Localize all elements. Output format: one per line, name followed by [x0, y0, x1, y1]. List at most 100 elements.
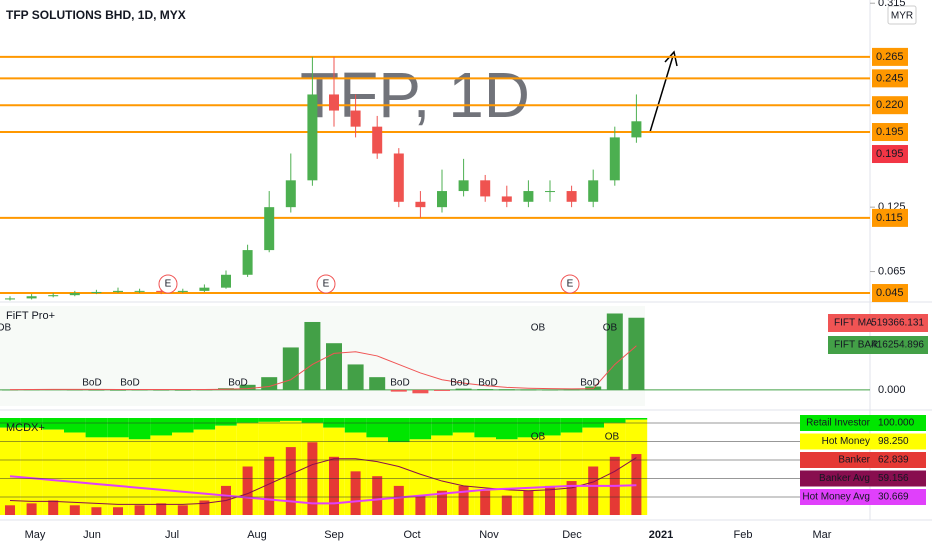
legend-value: 59.156: [878, 473, 909, 484]
legend-name: FIFT BAR: [834, 340, 878, 351]
level-tag: [872, 69, 908, 88]
currency: MYR: [891, 11, 913, 22]
hot-money-fill: [172, 432, 194, 515]
y-tick-label: 0.315: [878, 0, 906, 9]
indicator-name: FiFT Pro+: [6, 310, 55, 322]
hot-money-fill: [42, 429, 64, 515]
banker-bar: [134, 505, 145, 515]
retail-fill: [366, 418, 388, 438]
candle-body: [156, 290, 167, 292]
banker-bar: [285, 447, 296, 515]
retail-fill: [128, 418, 151, 440]
legend-value: 519366.131: [871, 318, 924, 329]
banker-bar: [264, 456, 275, 515]
candle-body: [113, 290, 123, 292]
retail-fill: [85, 418, 108, 438]
level-label: 0.265: [876, 51, 904, 63]
x-tick-label: Aug: [247, 529, 267, 541]
bod-label: BoD: [478, 378, 497, 389]
last-price-tag: [872, 145, 908, 164]
legend-value: 100.000: [878, 418, 915, 429]
legend-value: 30.669: [878, 492, 909, 503]
x-tick-label: Feb: [734, 529, 753, 541]
banker-bar: [501, 495, 512, 515]
hot-money-fill: [128, 439, 151, 515]
hot-money-fill: [474, 437, 496, 515]
banker-bar: [350, 471, 361, 515]
hot-money-fill: [0, 427, 21, 515]
currency-box[interactable]: [887, 5, 917, 25]
banker-bar: [329, 456, 339, 515]
candle-body: [285, 180, 296, 208]
legend-value: 98.250: [878, 436, 909, 447]
banker-bar: [631, 454, 642, 515]
candle-body: [437, 191, 447, 208]
retail-fill: [64, 418, 86, 433]
banker-bar: [26, 503, 37, 515]
ob-label: OB: [531, 323, 546, 334]
bod-label: BoD: [82, 378, 101, 389]
fift-bar: [2, 389, 18, 391]
candle-body: [264, 207, 275, 251]
banker-bar: [177, 505, 188, 515]
banker-bar: [113, 507, 123, 515]
legend-name: Retail Investor: [806, 418, 871, 429]
banker-avg-line: [9, 457, 637, 505]
fift-bar: [455, 388, 472, 390]
fift-bar: [520, 389, 537, 391]
legend-value: 62.839: [878, 455, 909, 466]
banker-bar: [199, 500, 210, 515]
retail-fill: [452, 418, 475, 433]
candle-body: [372, 126, 383, 154]
candle-body: [307, 94, 318, 181]
fift-bar: [369, 377, 386, 390]
fift-bar: [542, 389, 558, 391]
retail-fill: [280, 418, 302, 421]
fift-bar: [88, 389, 105, 391]
candle-body: [91, 291, 102, 294]
legend-box: [800, 489, 926, 505]
retail-fill: [150, 418, 172, 436]
level-label: 0.220: [876, 99, 904, 111]
hot-money-fill: [85, 437, 108, 515]
bod-label: BoD: [228, 378, 247, 389]
ob-label: OB: [531, 432, 546, 443]
candle-body: [415, 201, 426, 208]
event-marker: [316, 274, 336, 294]
fift-bar: [498, 389, 515, 391]
candle-body: [48, 295, 59, 297]
candle-body: [242, 250, 253, 275]
hot-money-fill: [107, 437, 129, 515]
retail-fill: [236, 418, 259, 423]
retail-fill: [388, 418, 410, 443]
indicator-name: MCDX+: [6, 422, 45, 434]
legend-name: Banker Avg: [819, 473, 870, 484]
fift-bar: [390, 389, 407, 392]
x-tick-label: May: [25, 529, 46, 541]
banker-bar: [523, 490, 534, 515]
banker-bar: [393, 485, 404, 515]
candle-body: [69, 293, 80, 296]
fift-bar: [110, 389, 126, 391]
retail-fill: [431, 418, 453, 436]
candle-body: [545, 191, 555, 193]
retail-fill: [604, 418, 626, 423]
ob-label: OB: [0, 323, 12, 334]
hot-money-fill: [150, 435, 172, 515]
retail-fill: [42, 418, 64, 430]
legend-name: FIFT MA: [834, 318, 873, 329]
x-tick-label: Sep: [324, 529, 344, 541]
hot-money-fill: [20, 427, 43, 515]
candle-body: [631, 121, 642, 138]
legend-box: [828, 336, 928, 354]
pane-shade: [0, 306, 645, 406]
x-tick-label: Jul: [165, 529, 179, 541]
hot-money-fill: [560, 432, 583, 515]
level-label: 0.045: [876, 287, 904, 299]
retail-fill: [560, 418, 583, 433]
y-tick-label: 0.065: [878, 265, 906, 277]
retail-fill: [625, 418, 648, 420]
fift-bar: [477, 389, 494, 391]
legend-box: [828, 314, 928, 332]
